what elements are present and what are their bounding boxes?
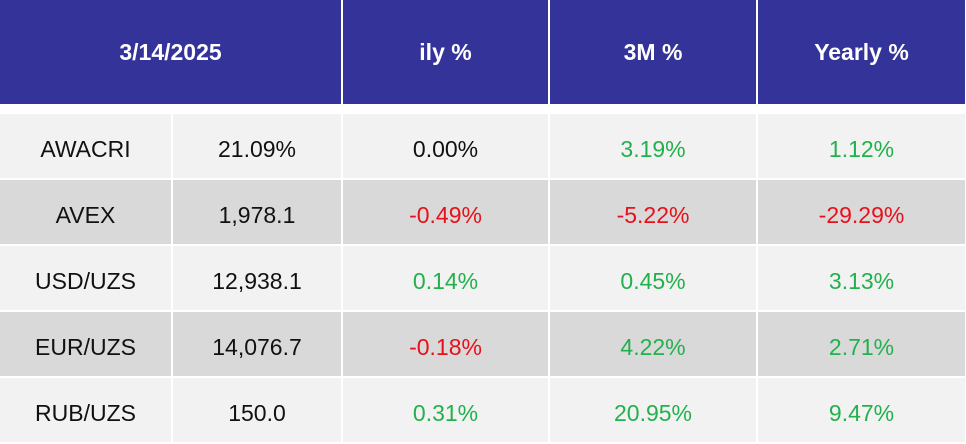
table-row: AWACRI 21.09% 0.00% 3.19% 1.12% — [0, 112, 966, 180]
instrument-name: RUB/UZS — [0, 376, 173, 444]
yearly-change: -29.29% — [756, 178, 966, 246]
instrument-value: 21.09% — [170, 112, 344, 180]
table-row: AVEX 1,978.1 -0.49% -5.22% -29.29% — [0, 178, 966, 246]
yearly-change: 3.13% — [756, 244, 966, 312]
instrument-value: 150.0 — [170, 376, 344, 444]
yearly-change: 1.12% — [756, 112, 966, 180]
daily-change: -0.18% — [341, 310, 551, 378]
instrument-name: USD/UZS — [0, 244, 173, 312]
three-month-change: 20.95% — [548, 376, 759, 444]
table-row: USD/UZS 12,938.1 0.14% 0.45% 3.13% — [0, 244, 966, 312]
instrument-value: 1,978.1 — [170, 178, 344, 246]
daily-change: 0.00% — [341, 112, 551, 180]
daily-change: 0.14% — [341, 244, 551, 312]
header-date: 3/14/2025 — [0, 0, 344, 104]
yearly-change: 9.47% — [756, 376, 966, 444]
three-month-change: 0.45% — [548, 244, 759, 312]
three-month-change: -5.22% — [548, 178, 759, 246]
three-month-change: 4.22% — [548, 310, 759, 378]
table-row: EUR/UZS 14,076.7 -0.18% 4.22% 2.71% — [0, 310, 966, 378]
instrument-name: AWACRI — [0, 112, 173, 180]
table-row: RUB/UZS 150.0 0.31% 20.95% 9.47% — [0, 376, 966, 444]
header-3m-change: 3M % — [548, 0, 759, 104]
instrument-name: EUR/UZS — [0, 310, 173, 378]
instrument-value: 12,938.1 — [170, 244, 344, 312]
daily-change: -0.49% — [341, 178, 551, 246]
header-yearly-change: Yearly % — [756, 0, 966, 104]
header-daily-change: ily % — [341, 0, 551, 104]
header-gap — [0, 104, 966, 113]
instrument-value: 14,076.7 — [170, 310, 344, 378]
header-row: 3/14/2025 ily % 3M % Yearly % — [0, 0, 966, 104]
instrument-name: AVEX — [0, 178, 173, 246]
daily-change: 0.31% — [341, 376, 551, 444]
three-month-change: 3.19% — [548, 112, 759, 180]
yearly-change: 2.71% — [756, 310, 966, 378]
